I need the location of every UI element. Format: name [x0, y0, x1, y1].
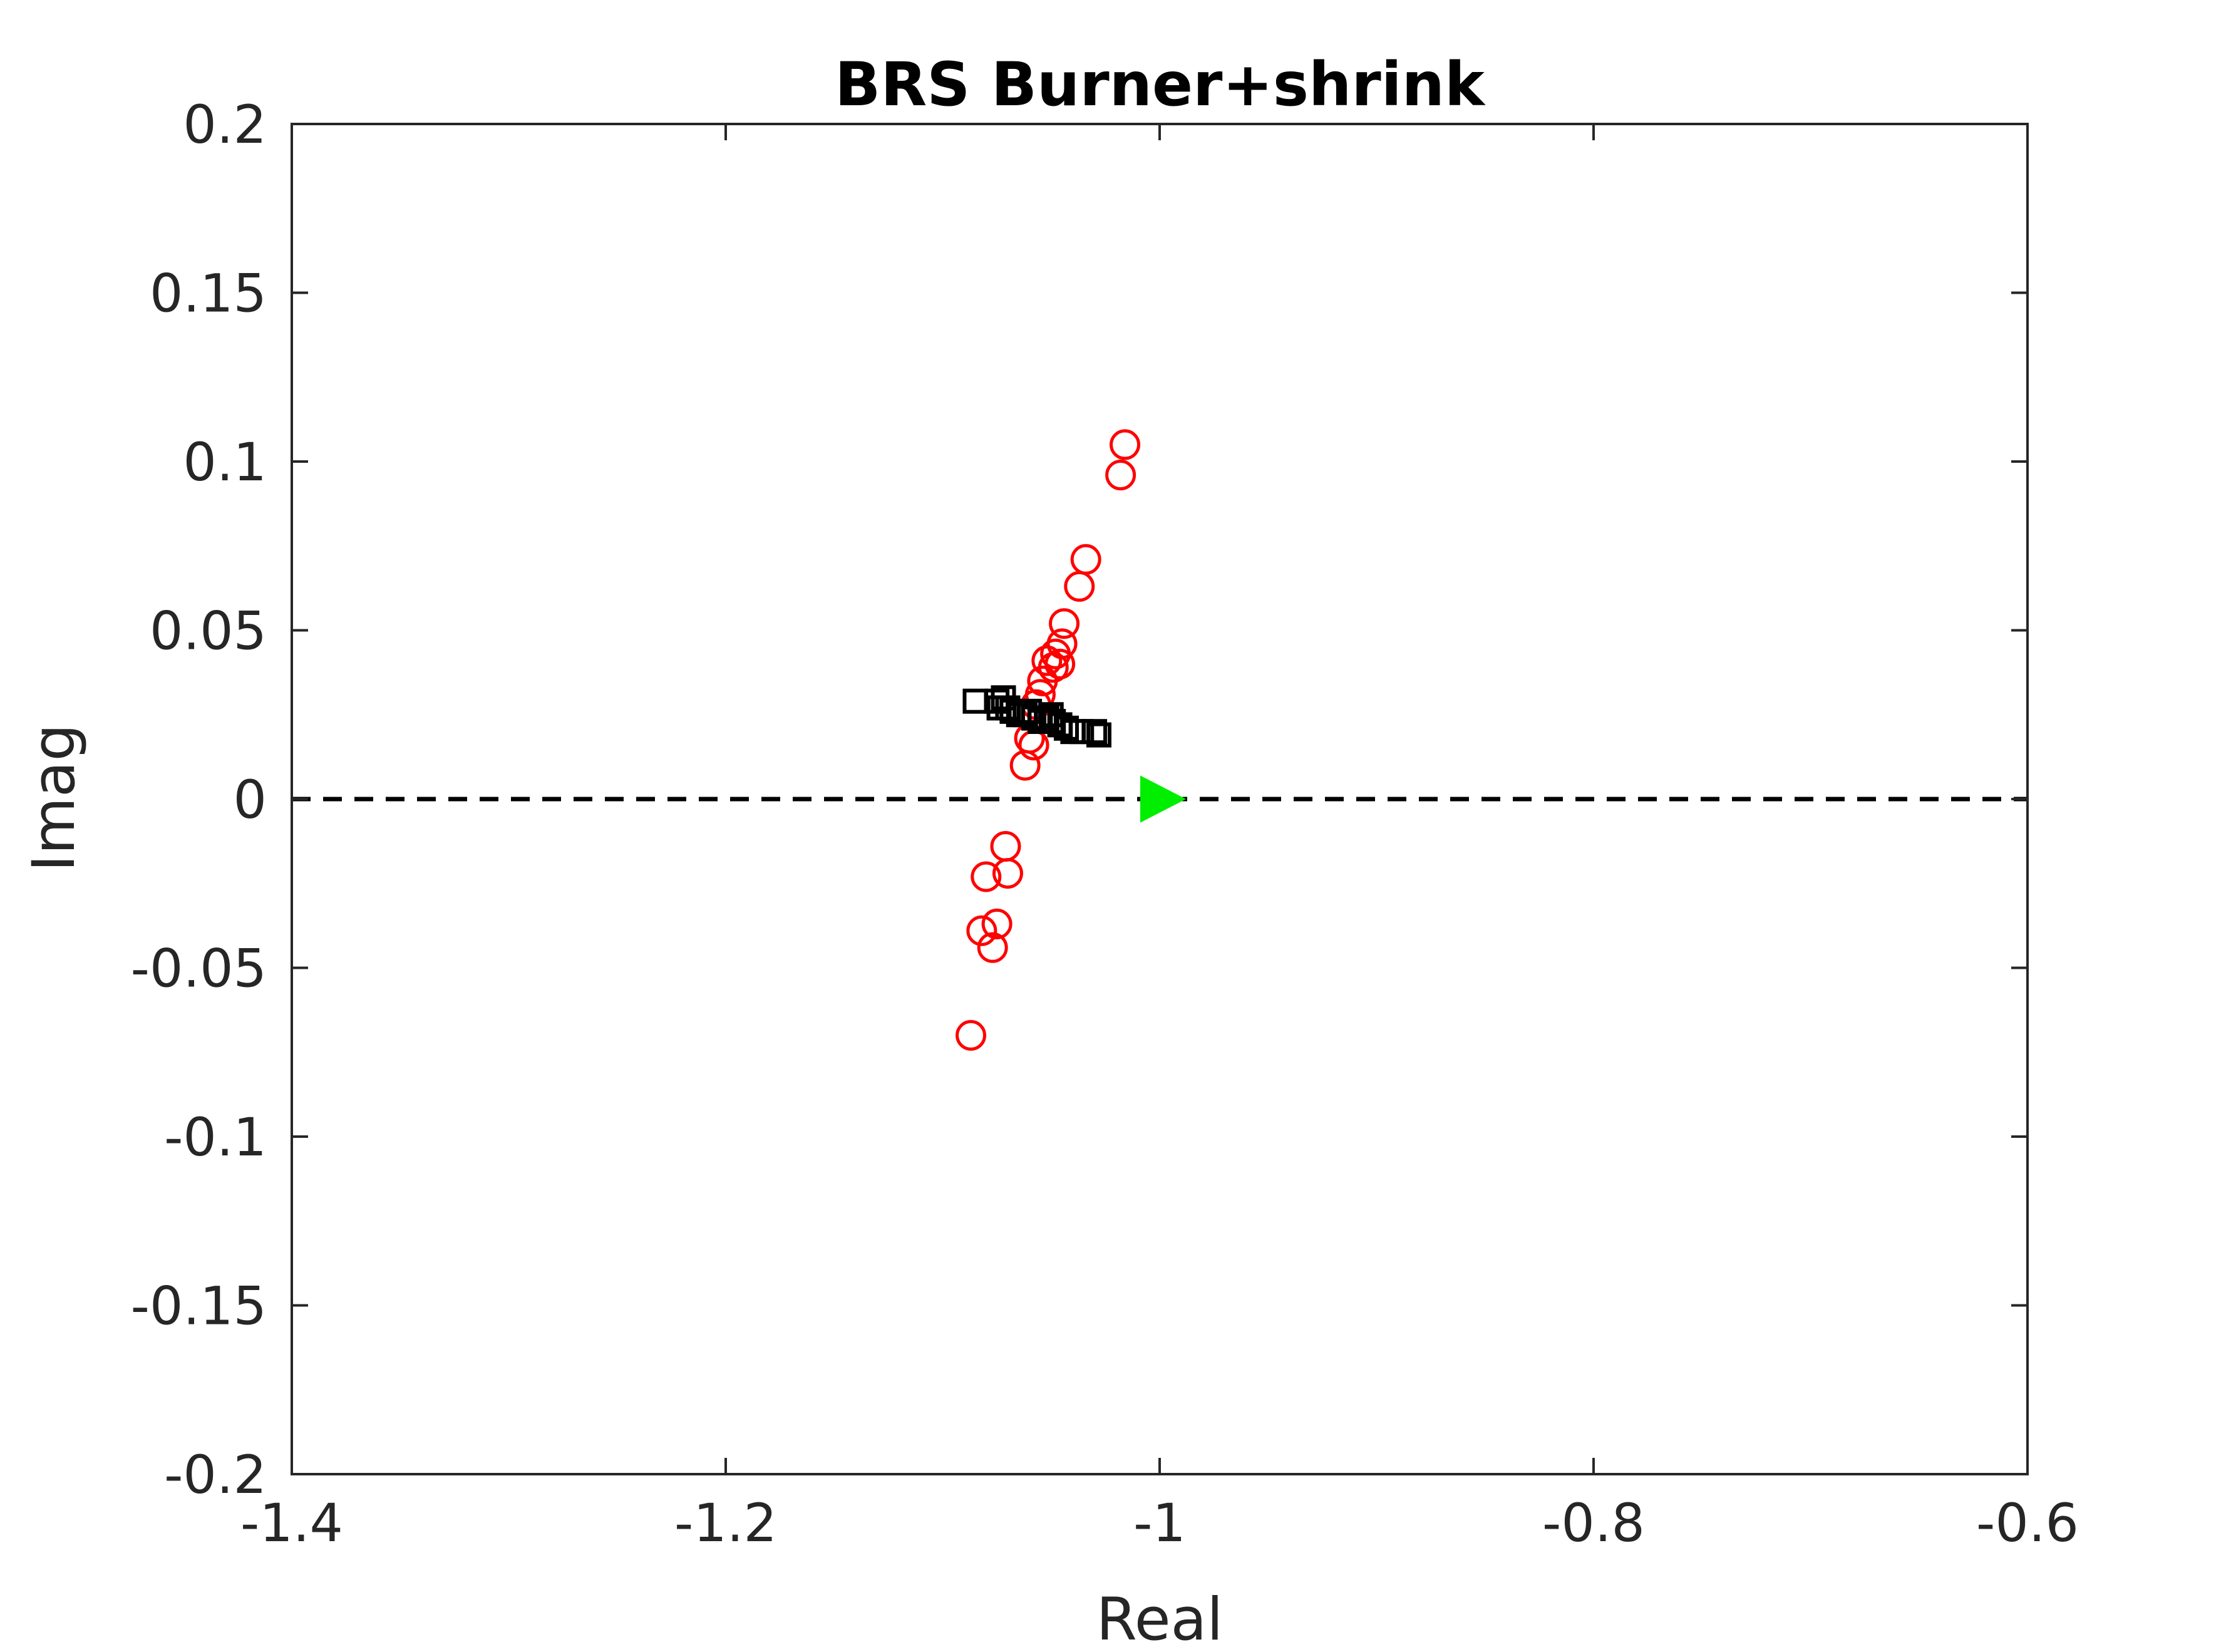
y-tick-label: 0.05: [150, 601, 267, 662]
x-tick-label: -0.8: [1542, 1492, 1645, 1554]
data-point-square: [1082, 719, 1108, 745]
y-axis-label: Imag: [20, 724, 88, 872]
data-point-circle: [1009, 750, 1041, 781]
data-point-circle: [1031, 645, 1063, 676]
data-point-square: [1069, 719, 1095, 745]
data-point-circle: [977, 932, 1008, 963]
data-point-circle: [971, 861, 1002, 892]
data-point-circle: [1044, 648, 1076, 679]
x-axis-label: Real: [1096, 1586, 1224, 1652]
y-tick-label: 0.2: [183, 94, 267, 155]
y-tick-label: 0: [234, 769, 267, 830]
y-tick-label: 0.1: [183, 431, 267, 493]
x-tick-label: -1: [1133, 1492, 1186, 1554]
x-tick-label: -1.2: [674, 1492, 777, 1554]
chart-title: BRS Burner+shrink: [835, 49, 1486, 120]
ticks-layer: -1.4 -1.2 -1 -0.8 -0.6 0.2 0.15 0.1 0.05 0 -0.05 -0…: [131, 94, 2079, 1554]
y-tick-label: -0.05: [131, 938, 267, 999]
x-tick-label: -1.4: [240, 1492, 343, 1554]
x-tick-label: -0.6: [1976, 1492, 2079, 1554]
y-tick-label: -0.2: [164, 1444, 267, 1505]
data-point-circle: [1064, 570, 1095, 602]
data-point-circle: [1049, 608, 1080, 639]
y-tick-label: -0.1: [164, 1107, 267, 1168]
data-point-circle: [992, 858, 1023, 889]
marks-layer: [956, 429, 1187, 1051]
y-tick-label: 0.15: [150, 263, 267, 324]
data-point-square: [1054, 715, 1079, 741]
data-point-circle: [1027, 665, 1058, 696]
data-point-circle: [1110, 429, 1141, 460]
data-point-square: [1086, 722, 1111, 748]
data-point-circle: [956, 1020, 987, 1051]
data-point-square: [986, 695, 1012, 721]
data-point-square: [1038, 702, 1064, 728]
data-point-circle: [981, 908, 1012, 939]
data-point-triangle: [1140, 775, 1187, 823]
data-point-circle: [966, 915, 997, 946]
y-tick-label: -0.15: [131, 1276, 267, 1337]
data-point-circle: [1105, 460, 1136, 491]
